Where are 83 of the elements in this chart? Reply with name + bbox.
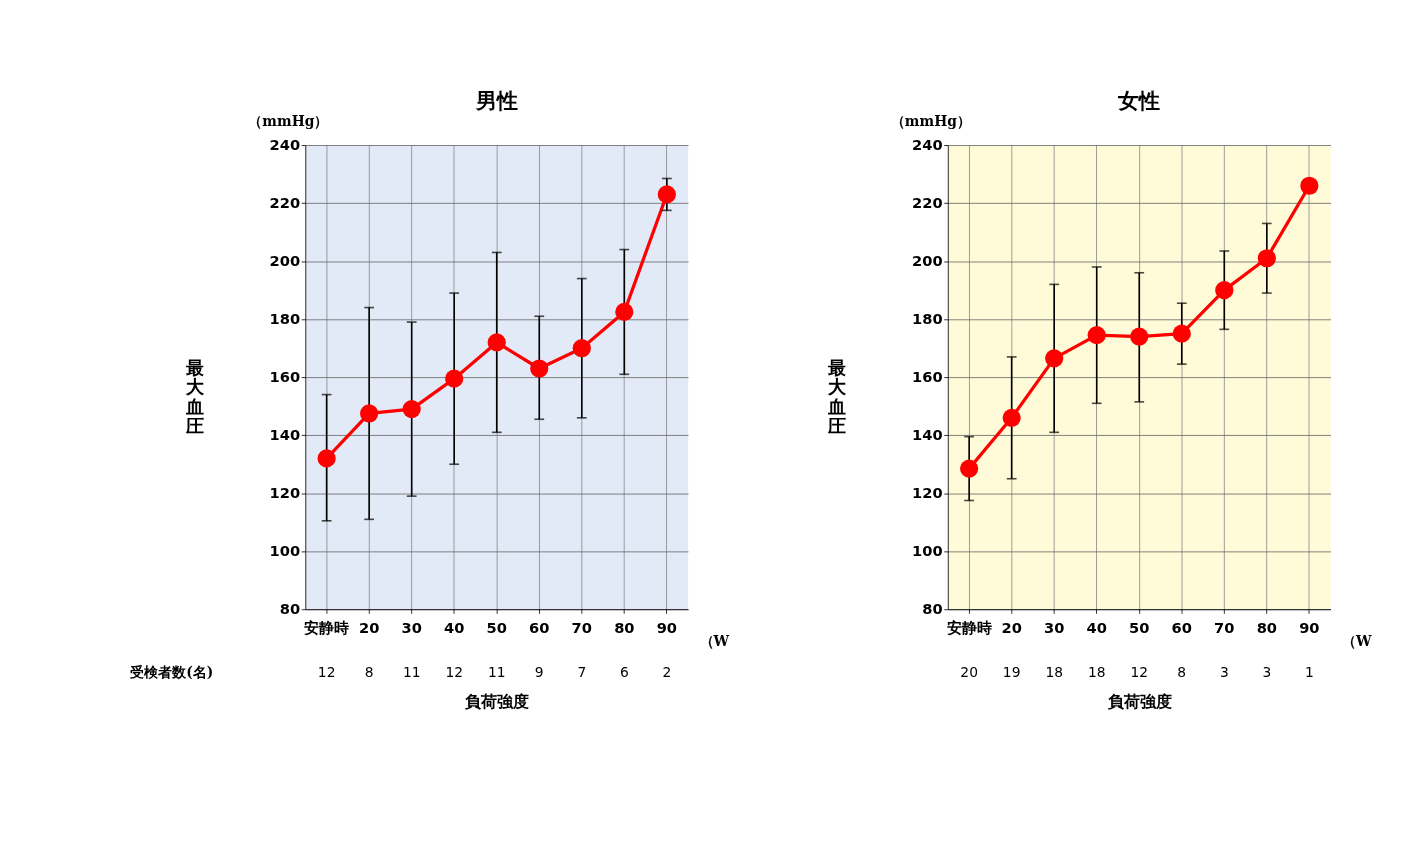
- text: 19: [1002, 663, 1021, 680]
- text: 8: [364, 663, 374, 680]
- x-tick-label: 90: [656, 619, 678, 637]
- x-tick-label: 80: [1256, 619, 1278, 637]
- x-tick-label: 90: [1299, 619, 1320, 637]
- chart-title: 女性: [1117, 87, 1161, 113]
- text: （mmHg）: [890, 113, 971, 130]
- point: [1002, 408, 1021, 427]
- x-tick-label: 50: [486, 619, 507, 637]
- point: [1300, 176, 1319, 195]
- y-axis-title: 最大血圧: [184, 356, 205, 437]
- point: [1130, 327, 1149, 346]
- x-tick-label: 80: [614, 619, 635, 637]
- text: 11: [402, 663, 421, 680]
- text: 6: [619, 663, 629, 680]
- text: 3: [1219, 663, 1229, 680]
- x-tick-label: 70: [1214, 619, 1235, 637]
- point: [1087, 326, 1106, 345]
- y-tick-label: 200: [912, 251, 943, 269]
- x-tick-label: 30: [401, 619, 422, 637]
- point: [657, 185, 676, 204]
- text: 11: [487, 663, 506, 680]
- y-tick-label: 120: [269, 483, 301, 501]
- x-tick-label: 60: [529, 619, 550, 637]
- x-tick-label: 安静時: [946, 619, 992, 637]
- y-tick-label: 120: [912, 483, 943, 501]
- y-tick-label: 220: [912, 193, 943, 211]
- text: 2: [662, 663, 672, 680]
- text: 3: [1262, 663, 1272, 680]
- y-tick-label: 100: [269, 541, 301, 559]
- x-tick-label: 40: [444, 619, 465, 637]
- y-tick-label: 140: [269, 425, 301, 443]
- point: [530, 359, 549, 378]
- text: 9: [534, 663, 544, 680]
- y-tick-label: 160: [269, 367, 301, 385]
- point: [572, 339, 591, 358]
- y-tick-label: 180: [912, 309, 943, 327]
- text: （W: [699, 632, 730, 649]
- y-axis-title: 最大血圧: [827, 356, 848, 437]
- y-tick-label: 240: [912, 135, 943, 153]
- text: 12: [445, 663, 464, 680]
- text: 1: [1304, 663, 1314, 680]
- point: [615, 302, 634, 322]
- x-axis-title: 負荷強度: [465, 691, 530, 711]
- y-tick-label: 80: [922, 599, 943, 617]
- point: [1257, 249, 1276, 268]
- point: [445, 369, 464, 388]
- point: [402, 400, 421, 419]
- chart-title: 男性: [474, 87, 518, 113]
- text: 受検者数(名): [129, 663, 214, 680]
- x-tick-label: 50: [1129, 619, 1150, 637]
- y-tick-label: 220: [269, 193, 301, 211]
- y-tick-label: 200: [269, 251, 301, 269]
- point: [360, 404, 379, 423]
- text: 8: [1177, 663, 1187, 680]
- y-tick-label: 80: [279, 599, 301, 617]
- x-tick-label: 60: [1171, 619, 1192, 637]
- point: [1172, 324, 1191, 343]
- text: 18: [1045, 663, 1063, 680]
- x-tick-label: 安静時: [304, 619, 350, 637]
- text: 20: [960, 663, 978, 680]
- y-tick-label: 180: [269, 309, 301, 327]
- text: 12: [1130, 663, 1149, 680]
- text: 12: [317, 663, 336, 680]
- y-tick-label: 240: [269, 135, 301, 153]
- point: [487, 333, 506, 352]
- x-tick-label: 20: [358, 619, 380, 637]
- text: （mmHg）: [248, 113, 329, 130]
- x-tick-label: 40: [1086, 619, 1107, 637]
- x-tick-label: 70: [571, 619, 592, 637]
- x-axis-title: 負荷強度: [1107, 691, 1172, 711]
- y-tick-label: 100: [912, 541, 943, 559]
- y-tick-label: 140: [912, 425, 943, 443]
- point: [1045, 349, 1064, 368]
- point: [960, 459, 979, 478]
- text: 7: [577, 663, 587, 680]
- point: [1215, 281, 1234, 300]
- point: [317, 449, 336, 468]
- x-tick-label: 30: [1044, 619, 1065, 637]
- text: 18: [1087, 663, 1106, 680]
- y-tick-label: 160: [912, 367, 943, 385]
- x-tick-label: 20: [1001, 619, 1022, 637]
- text: （W: [1342, 632, 1373, 649]
